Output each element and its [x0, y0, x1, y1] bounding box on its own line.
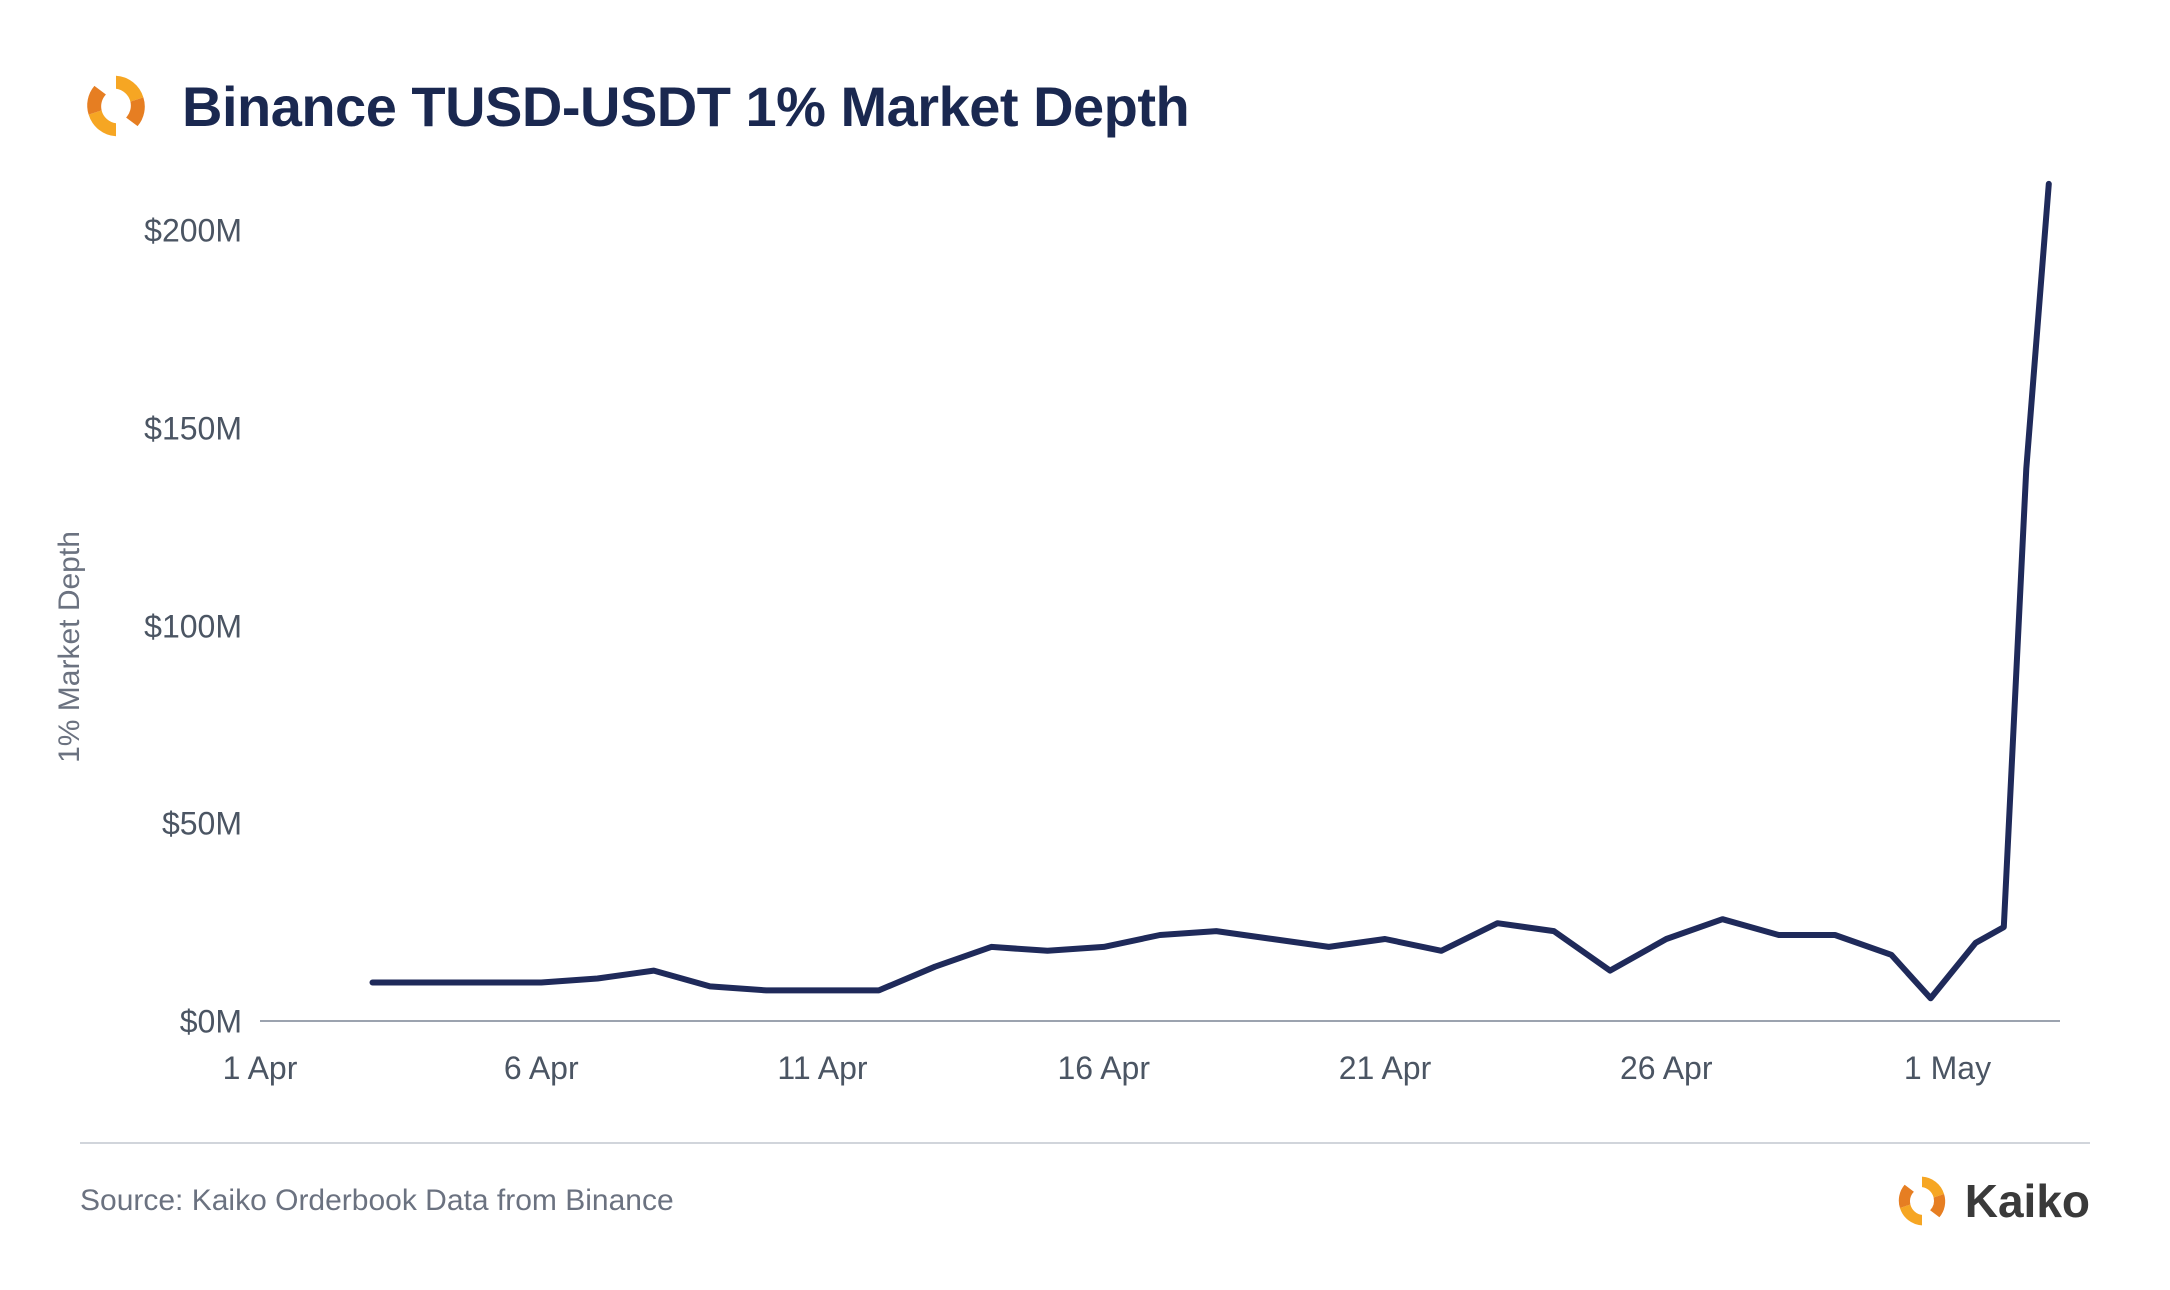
x-tick-label: 11 Apr: [777, 1050, 867, 1087]
y-tick-label: $100M: [144, 608, 242, 645]
y-tick-label: $200M: [144, 213, 242, 250]
x-tick-label: 1 Apr: [223, 1050, 298, 1087]
x-tick-label: 16 Apr: [1057, 1050, 1150, 1087]
y-tick-label: $150M: [144, 410, 242, 447]
kaiko-logo-icon: [80, 70, 152, 142]
chart-title: Binance TUSD-USDT 1% Market Depth: [182, 74, 1189, 139]
chart-container: Binance TUSD-USDT 1% Market Depth 1% Mar…: [0, 0, 2170, 1290]
chart-area: 1% Market Depth $0M$50M$100M$150M$200M 1…: [80, 172, 2090, 1122]
x-tick-label: 21 Apr: [1339, 1050, 1432, 1087]
y-tick-label: $50M: [162, 806, 242, 843]
x-tick-label: 26 Apr: [1620, 1050, 1713, 1087]
plot-area: $0M$50M$100M$150M$200M: [260, 172, 2060, 1022]
footer-divider: [80, 1142, 2090, 1144]
chart-footer: Source: Kaiko Orderbook Data from Binanc…: [80, 1172, 2090, 1230]
y-tick-label: $0M: [180, 1004, 242, 1041]
brand-name: Kaiko: [1965, 1174, 2090, 1228]
y-axis-label: 1% Market Depth: [53, 531, 87, 763]
brand-mark: Kaiko: [1893, 1172, 2090, 1230]
kaiko-footer-logo-icon: [1893, 1172, 1951, 1230]
source-text: Source: Kaiko Orderbook Data from Binanc…: [80, 1184, 674, 1218]
data-line: [373, 184, 2049, 998]
x-tick-label: 6 Apr: [504, 1050, 579, 1087]
chart-header: Binance TUSD-USDT 1% Market Depth: [80, 70, 2090, 142]
line-chart-svg: [260, 172, 2060, 1022]
x-tick-label: 1 May: [1904, 1050, 1991, 1087]
x-axis: 1 Apr6 Apr11 Apr16 Apr21 Apr26 Apr1 May: [260, 1022, 2060, 1122]
